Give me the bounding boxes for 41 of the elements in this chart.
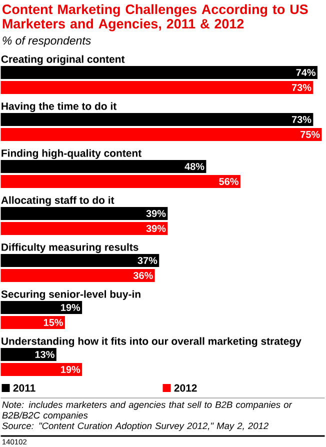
- legend-label: 2012: [174, 384, 198, 392]
- data-label: 37%: [138, 256, 158, 264]
- bar: [1, 301, 82, 314]
- data-label: 19%: [61, 366, 80, 374]
- data-label: 74%: [296, 68, 316, 76]
- legend-label: 2011: [14, 384, 36, 392]
- data-label: 39%: [146, 210, 166, 218]
- bar: [1, 269, 156, 282]
- y-tick-label: Having the time to do it: [2, 102, 117, 112]
- bar: [1, 128, 322, 141]
- chart-subtitle: % of respondents: [3, 36, 92, 47]
- bar: [1, 113, 314, 126]
- y-tick-label: Understanding how it fits into our overall marketing strategy: [2, 337, 302, 347]
- bar: [1, 348, 57, 361]
- data-label: 48%: [184, 162, 204, 170]
- data-label: 13%: [36, 350, 55, 358]
- data-label: 36%: [134, 272, 154, 280]
- chart-title: Content Marketing Challenges According to US Marketers and Agencies, 2011 & 2012: [2, 4, 308, 32]
- data-label: 73%: [292, 116, 312, 124]
- data-label: 73%: [292, 84, 312, 92]
- bar: [1, 160, 206, 173]
- y-tick-label: Finding high-quality content: [2, 149, 142, 159]
- text: Note: includes marketers and agencies that sell to B2B companies or B2B/B2C companies: [2, 401, 292, 420]
- data-label: 56%: [219, 178, 239, 186]
- bar: [1, 207, 168, 220]
- y-tick-label: Creating original content: [2, 55, 125, 65]
- bar: [1, 222, 168, 235]
- bar: [1, 316, 66, 329]
- y-tick-label: Securing senior-level buy-in: [1, 290, 141, 300]
- data-label: 19%: [61, 304, 80, 312]
- y-tick-label: Difficulty measuring results: [2, 243, 139, 253]
- data-label: 15%: [44, 318, 64, 326]
- bar: [1, 66, 318, 79]
- data-label: 39%: [146, 224, 166, 232]
- bar: [1, 363, 82, 376]
- bar: [1, 175, 241, 188]
- source-note: Source: "Content Curation Adoption Survey 2012," May 2, 2012: [2, 422, 269, 431]
- y-tick-label: Allocating staff to do it: [1, 196, 114, 206]
- data-label: 75%: [300, 130, 320, 138]
- bar: [1, 254, 160, 267]
- bar: [1, 81, 314, 94]
